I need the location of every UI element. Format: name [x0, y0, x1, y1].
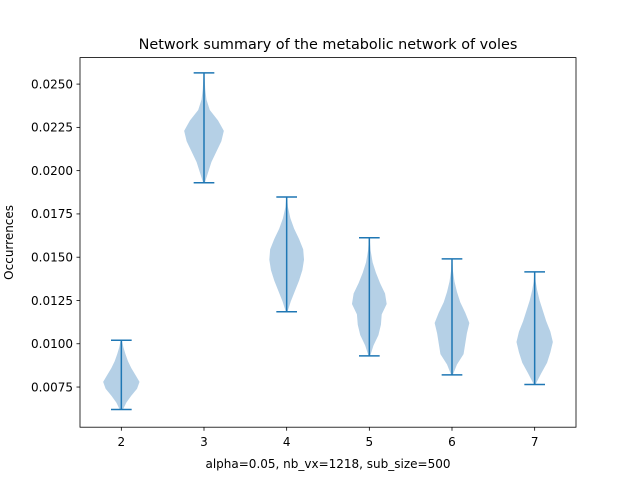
- violin-3: [184, 72, 224, 184]
- violin-4: [269, 196, 305, 313]
- violin-2: [103, 339, 140, 411]
- violin-5: [351, 237, 387, 357]
- violin-7: [516, 271, 553, 386]
- x-tick-label: 2: [118, 435, 126, 449]
- x-tick-label: 3: [200, 435, 208, 449]
- y-tick-label: 0.0150: [31, 251, 73, 265]
- x-axis-label: alpha=0.05, nb_vx=1218, sub_size=500: [205, 457, 450, 471]
- y-tick-label: 0.0075: [31, 380, 73, 394]
- y-tick-label: 0.0200: [31, 164, 73, 178]
- axes-frame: [79, 57, 577, 428]
- y-tick-label: 0.0100: [31, 337, 73, 351]
- x-tick-label: 4: [283, 435, 291, 449]
- x-tick-label: 5: [366, 435, 374, 449]
- violins-layer: [103, 72, 553, 411]
- x-axis-ticks: 2 3 4 5 6 7: [118, 427, 539, 449]
- y-axis-label: Occurrences: [2, 205, 16, 280]
- x-tick-label: 6: [448, 435, 456, 449]
- y-tick-label: 0.0225: [31, 121, 73, 135]
- chart-title: Network summary of the metabolic network…: [139, 37, 518, 53]
- y-tick-label: 0.0250: [31, 77, 73, 91]
- violin-6: [434, 258, 470, 376]
- x-tick-label: 7: [531, 435, 539, 449]
- y-tick-label: 0.0125: [31, 294, 73, 308]
- y-tick-label: 0.0175: [31, 207, 73, 221]
- y-axis-ticks: 0.0075 0.0100 0.0125 0.0150 0.0175 0.0200 0.02…: [31, 77, 80, 394]
